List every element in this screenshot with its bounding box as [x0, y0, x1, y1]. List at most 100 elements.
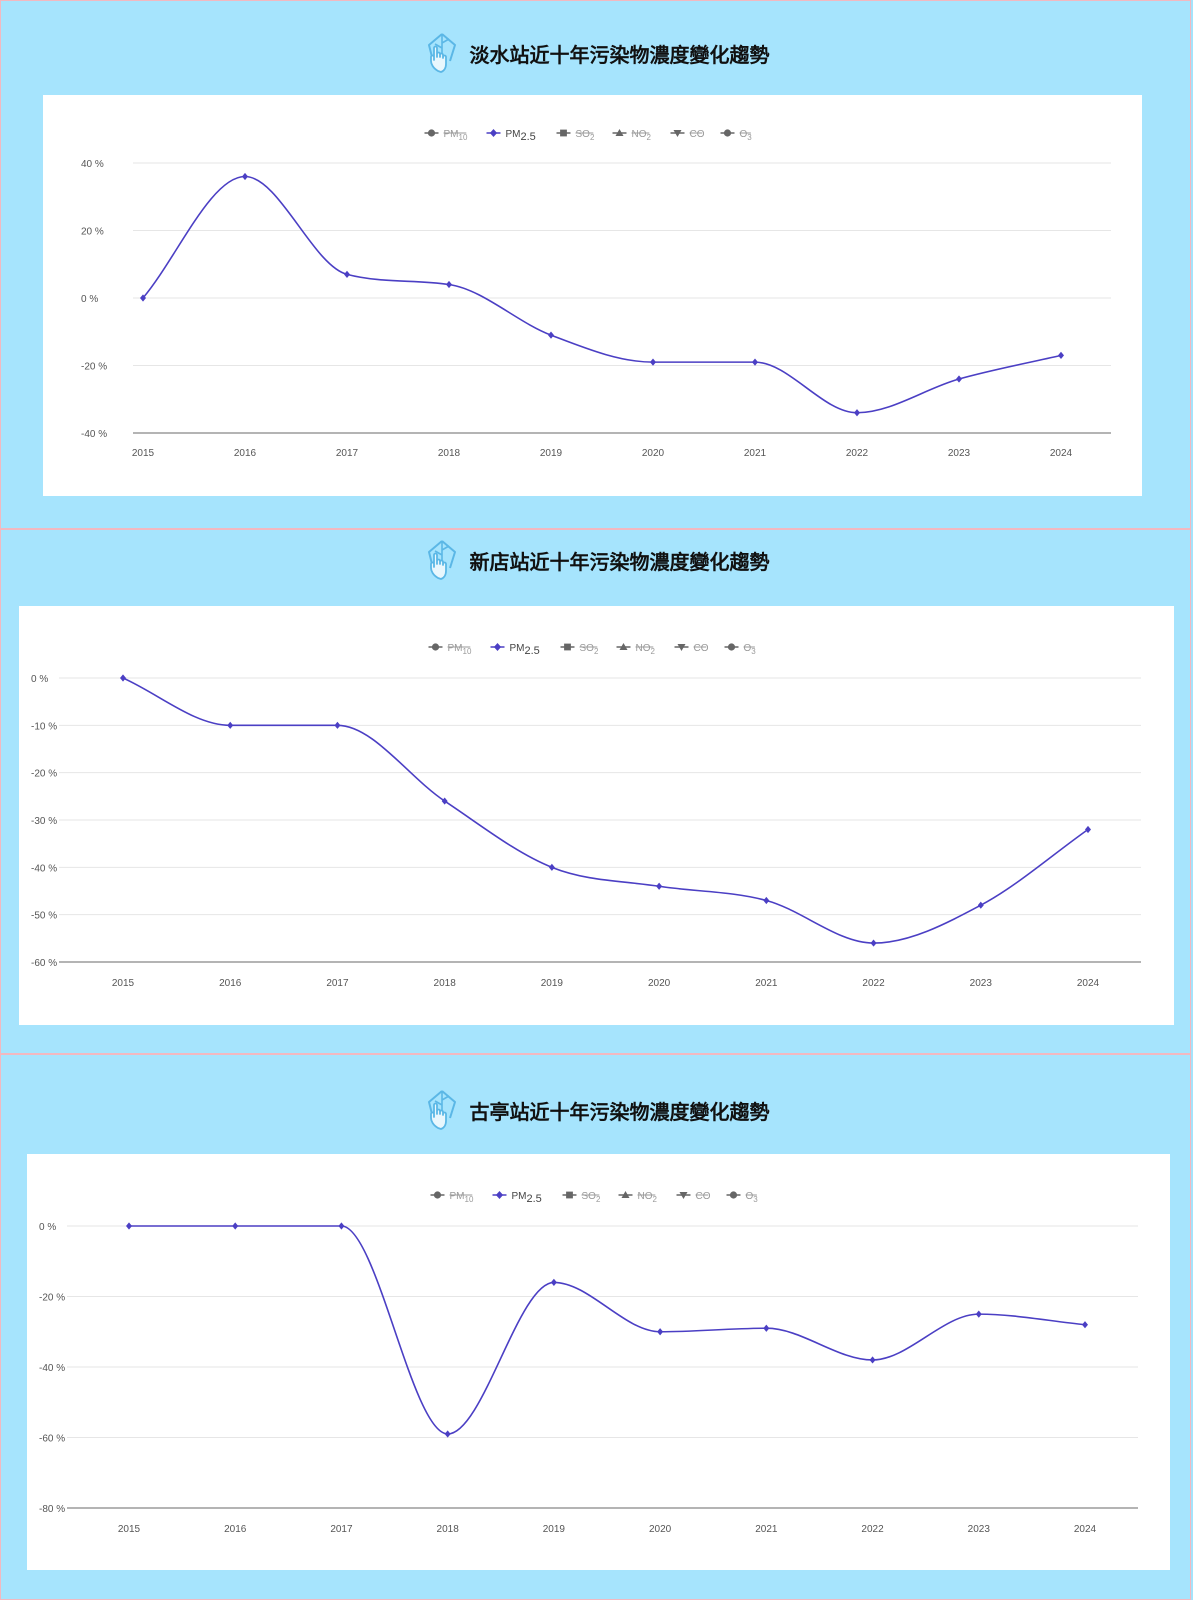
legend-label: SO2 — [580, 643, 599, 656]
legend-label: O3 — [744, 643, 757, 656]
legend-item[interactable]: PM2.5 — [492, 1191, 542, 1205]
data-point[interactable] — [441, 797, 448, 805]
legend-symbol-diamond — [489, 129, 498, 137]
x-tick-label: 2018 — [434, 978, 457, 989]
legend-item[interactable]: CO — [676, 1191, 711, 1202]
x-tick-label: 2024 — [1050, 448, 1073, 459]
x-tick-label: 2017 — [330, 1524, 353, 1535]
legend-label: NO2 — [636, 643, 656, 656]
data-point[interactable] — [752, 358, 758, 366]
legend-symbol-circle — [723, 129, 732, 137]
legend-item[interactable]: NO2 — [616, 643, 656, 656]
data-point[interactable] — [242, 172, 248, 181]
legend-label: PM10 — [444, 129, 468, 142]
data-point[interactable] — [548, 863, 555, 871]
chart-card: PM10 PM2.5 SO2 NO2 CO O3 0 % -20 % -40 % -60 % -80… — [27, 1154, 1170, 1570]
x-tick-label: 2024 — [1077, 978, 1100, 989]
line-chart: PM10 PM2.5 SO2 NO2 CO O3 40 % 20 % 0 % -20 % -40 %… — [81, 129, 1111, 459]
legend-item[interactable]: CO — [674, 643, 709, 654]
legend-symbol-triangle-down — [673, 130, 682, 137]
x-tick-label: 2015 — [118, 1524, 141, 1535]
legend-item[interactable]: PM10 — [428, 643, 472, 656]
y-tick-label: 0 % — [81, 294, 98, 305]
legend-item[interactable]: O3 — [720, 129, 753, 142]
legend-item[interactable]: PM10 — [430, 1191, 474, 1204]
data-point[interactable] — [227, 721, 234, 729]
x-tick-label: 2022 — [861, 1524, 884, 1535]
legend-label: SO2 — [582, 1191, 601, 1204]
x-tick-label: 2020 — [648, 978, 671, 989]
data-point[interactable] — [650, 358, 656, 366]
x-tick-label: 2015 — [132, 448, 155, 459]
chart-title: 古亭站近十年污染物濃度變化趨勢 — [469, 1099, 770, 1124]
x-tick-label: 2020 — [642, 448, 665, 459]
data-point[interactable] — [232, 1222, 239, 1230]
legend-item[interactable]: NO2 — [618, 1191, 658, 1204]
y-tick-label: -10 % — [31, 721, 57, 732]
x-tick-label: 2021 — [744, 448, 767, 459]
y-tick-label: -80 % — [39, 1504, 65, 1515]
legend-symbol-circle — [427, 129, 436, 137]
x-tick-label: 2016 — [224, 1524, 247, 1535]
data-point[interactable] — [334, 721, 341, 729]
data-point[interactable] — [338, 1222, 345, 1230]
hand-pointer-icon — [427, 540, 456, 580]
legend-symbol-square — [564, 643, 571, 651]
legend-item[interactable]: SO2 — [556, 129, 595, 142]
legend-label: PM2.5 — [512, 1191, 542, 1205]
x-tick-label: 2016 — [234, 448, 257, 459]
series-line-pm25 — [142, 175, 1062, 414]
data-point[interactable] — [869, 1356, 876, 1364]
data-point[interactable] — [977, 901, 984, 909]
legend-item[interactable]: CO — [670, 129, 705, 140]
panel-title-row: 新店站近十年污染物濃度變化趨勢 — [1, 538, 1190, 582]
data-point[interactable] — [1058, 351, 1064, 359]
data-point[interactable] — [120, 674, 126, 682]
legend-symbol-square — [566, 1191, 573, 1199]
legend-label: PM2.5 — [510, 643, 540, 657]
data-point[interactable] — [550, 1278, 557, 1286]
legend-item[interactable]: O3 — [724, 643, 757, 656]
legend-item[interactable]: PM2.5 — [486, 129, 536, 143]
legend-item[interactable]: PM10 — [424, 129, 468, 142]
data-point[interactable] — [854, 409, 860, 417]
data-point[interactable] — [344, 270, 350, 278]
data-point[interactable] — [126, 1222, 132, 1230]
legend-symbol-circle — [727, 643, 736, 651]
chart-panel-2: 新店站近十年污染物濃度變化趨勢 PM10 PM2.5 SO2 NO2 CO O3 0 % -1… — [0, 529, 1191, 1054]
data-point[interactable] — [446, 280, 452, 289]
legend-label: SO2 — [576, 129, 595, 142]
legend-symbol-square — [560, 129, 567, 137]
x-tick-label: 2020 — [649, 1524, 672, 1535]
data-point[interactable] — [763, 896, 770, 905]
data-point[interactable] — [140, 294, 146, 302]
y-tick-label: -20 % — [39, 1293, 65, 1304]
data-point[interactable] — [444, 1430, 451, 1438]
legend-label: CO — [696, 1191, 711, 1202]
y-tick-label: -50 % — [31, 911, 57, 922]
x-tick-label: 2023 — [948, 448, 971, 459]
data-point[interactable] — [763, 1324, 770, 1332]
legend-item[interactable]: SO2 — [560, 643, 599, 656]
data-point[interactable] — [657, 1328, 664, 1336]
data-point[interactable] — [870, 939, 877, 947]
data-point[interactable] — [975, 1310, 982, 1318]
legend: PM10 PM2.5 SO2 NO2 CO O3 — [424, 129, 753, 143]
data-point[interactable] — [956, 375, 962, 383]
hand-pointer-icon — [427, 33, 456, 73]
legend-item[interactable]: SO2 — [562, 1191, 601, 1204]
data-point[interactable] — [548, 331, 554, 339]
x-tick-label: 2023 — [968, 1524, 991, 1535]
legend: PM10 PM2.5 SO2 NO2 CO O3 — [428, 643, 757, 657]
data-point[interactable] — [1085, 825, 1091, 834]
legend-symbol-triangle — [621, 1191, 630, 1198]
legend-item[interactable]: O3 — [726, 1191, 759, 1204]
data-point[interactable] — [1082, 1321, 1088, 1329]
y-tick-label: 20 % — [81, 227, 104, 238]
legend-item[interactable]: PM2.5 — [490, 643, 540, 657]
data-point[interactable] — [656, 882, 663, 890]
chart-card: PM10 PM2.5 SO2 NO2 CO O3 0 % -10 % -20 % -30 % -40… — [19, 606, 1174, 1025]
legend-item[interactable]: NO2 — [612, 129, 652, 142]
panel-title-row: 古亭站近十年污染物濃度變化趨勢 — [1, 1088, 1190, 1132]
series-line-pm25 — [129, 1225, 1086, 1435]
